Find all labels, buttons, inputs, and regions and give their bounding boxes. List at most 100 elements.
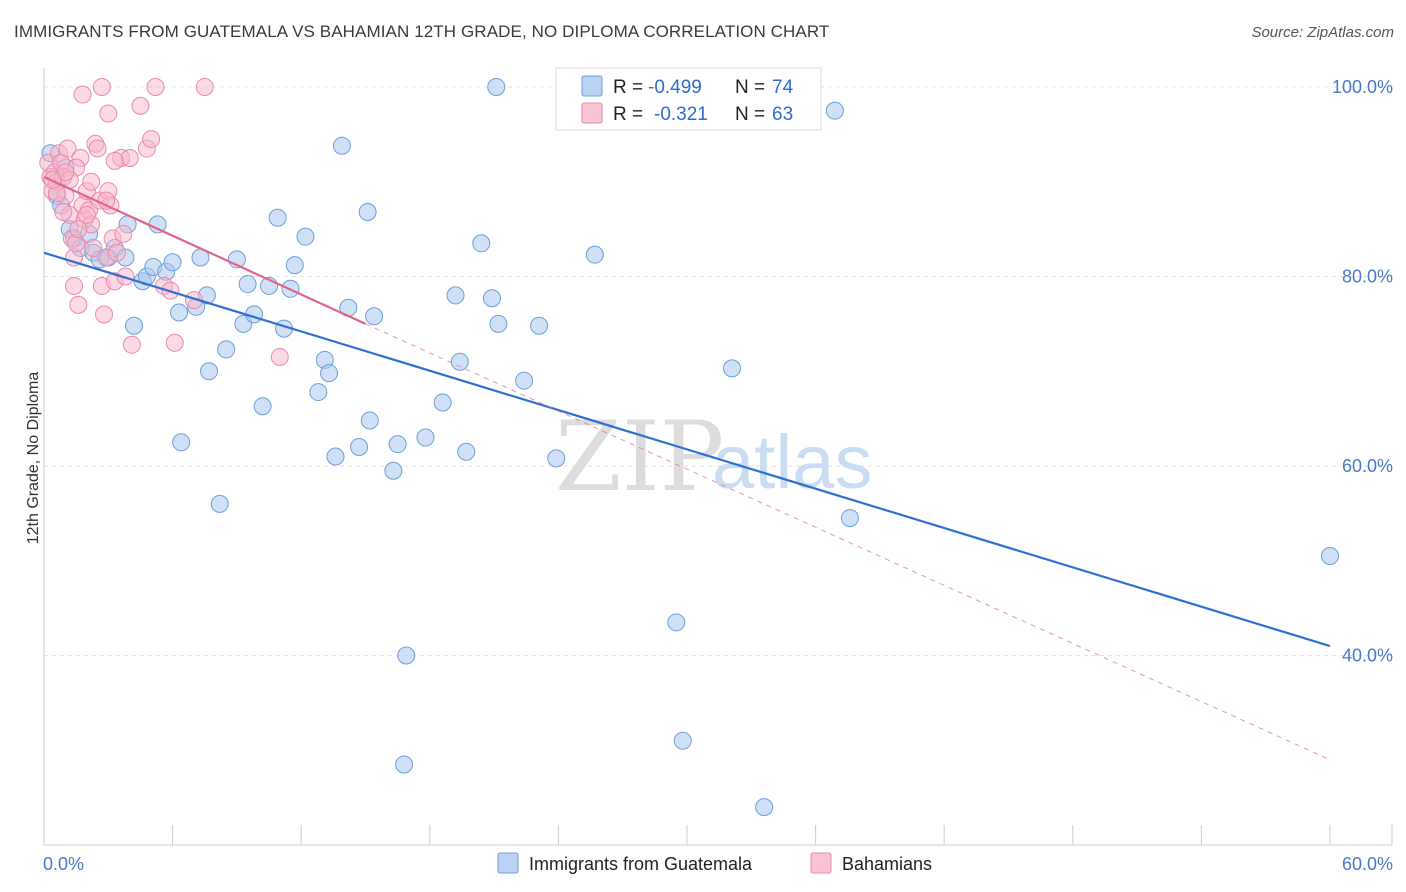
point-guatemala-61 [489,314,508,333]
point-guatemala-58 [472,234,491,253]
point-bahamians-22 [84,239,103,258]
y-tick-label-3: 100.0% [1332,77,1393,97]
legend-r-label-2: R = [613,104,643,125]
point-guatemala-34 [268,208,287,227]
x-tick-labels: 0.0% 60.0% [43,854,1393,874]
point-bahamians-50 [73,85,92,104]
point-bahamians-39 [131,96,150,115]
point-guatemala-51 [395,755,414,774]
point-guatemala-20 [170,303,189,322]
point-bahamians-14 [65,276,84,295]
watermark: ZIP atlas [555,401,873,513]
bottom-legend-label-guatemala: Immigrants from Guatemala [529,854,753,874]
axes [43,68,1393,846]
legend-n-value-1: 74 [772,77,794,98]
point-bahamians-9 [58,139,77,158]
point-bahamians-35 [114,224,133,243]
chart-title: IMMIGRANTS FROM GUATEMALA VS BAHAMIAN 12… [14,22,830,41]
watermark-zip: ZIP [555,401,724,513]
point-guatemala-26 [210,494,229,513]
point-guatemala-57 [457,442,476,461]
point-guatemala-50 [388,435,407,454]
legend-box: R = -0.499 N = 74 R = -0.321 N = 63 [555,67,822,131]
point-guatemala-42 [326,447,345,466]
point-bahamians-15 [69,295,88,314]
bottom-legend: Immigrants from Guatemala Bahamians [497,852,932,874]
point-bahamians-55 [54,203,73,222]
point-guatemala-48 [365,307,384,326]
point-bahamians-36 [116,267,135,286]
point-bahamians-52 [97,191,116,210]
trendlines [43,175,1331,761]
x-tick-label-1: 60.0% [1342,854,1393,874]
trendline-bahamians [43,175,366,325]
point-bahamians-51 [99,104,118,123]
chart-source: Source: ZipAtlas.com [1251,24,1394,41]
bottom-legend-swatch-guatemala [497,852,519,874]
point-guatemala-52 [397,646,416,665]
point-bahamians-24 [88,139,107,158]
point-guatemala-13 [125,316,144,335]
legend-n-label-2: N = [735,104,765,125]
point-guatemala-25 [200,362,219,381]
point-bahamians-48 [270,348,289,367]
legend-swatch-guatemala [581,75,603,97]
trendline-bahamians-extended [365,323,1331,761]
point-guatemala-66 [667,613,686,632]
point-bahamians-38 [122,335,141,354]
point-bahamians-45 [165,333,184,352]
point-guatemala-17 [148,215,167,234]
point-bahamians-33 [107,243,126,262]
point-guatemala-38 [296,227,315,246]
point-guatemala-60 [487,77,506,96]
point-guatemala-43 [332,136,351,155]
point-guatemala-32 [253,397,272,416]
legend-n-label-1: N = [735,77,765,98]
gridlines [44,86,1392,656]
point-guatemala-30 [238,275,257,294]
point-bahamians-47 [195,77,214,96]
point-guatemala-39 [309,383,328,402]
point-bahamians-49 [92,77,111,96]
point-bahamians-62 [69,220,88,239]
point-guatemala-21 [172,433,191,452]
point-guatemala-65 [585,245,604,264]
point-guatemala-27 [217,340,236,359]
trendline-guatemala [43,251,1331,648]
series-bahamians-points [39,77,289,367]
point-guatemala-68 [723,359,742,378]
point-bahamians-53 [77,205,96,224]
y-tick-labels: 40.0% 60.0% 80.0% 100.0% [1332,77,1393,666]
point-guatemala-62 [515,371,534,390]
point-guatemala-47 [360,411,379,430]
point-guatemala-67 [673,731,692,750]
point-guatemala-54 [433,393,452,412]
point-guatemala-45 [350,438,369,457]
point-guatemala-55 [446,286,465,305]
point-guatemala-69 [755,798,774,817]
point-bahamians-41 [142,130,161,149]
point-bahamians-37 [120,149,139,168]
bottom-legend-swatch-bahamians [810,852,832,874]
point-guatemala-72 [1321,546,1339,565]
x-tick-label-0: 0.0% [43,854,84,874]
point-guatemala-49 [384,461,403,480]
point-bahamians-42 [146,77,165,96]
point-guatemala-63 [530,316,549,335]
point-guatemala-71 [840,509,859,528]
y-tick-label-1: 60.0% [1342,456,1393,476]
point-guatemala-46 [358,203,377,222]
point-guatemala-56 [450,352,469,371]
y-tick-label-2: 80.0% [1342,266,1393,286]
y-axis-label: 12th Grade, No Diploma [25,372,42,545]
point-bahamians-59 [105,151,124,170]
bottom-legend-label-bahamians: Bahamians [842,854,932,874]
point-guatemala-19 [163,253,182,272]
point-guatemala-53 [416,428,435,447]
point-guatemala-59 [482,289,501,308]
legend-swatch-bahamians [581,102,603,124]
point-guatemala-41 [320,364,339,383]
y-tick-label-0: 40.0% [1342,645,1393,665]
point-guatemala-64 [547,449,566,468]
